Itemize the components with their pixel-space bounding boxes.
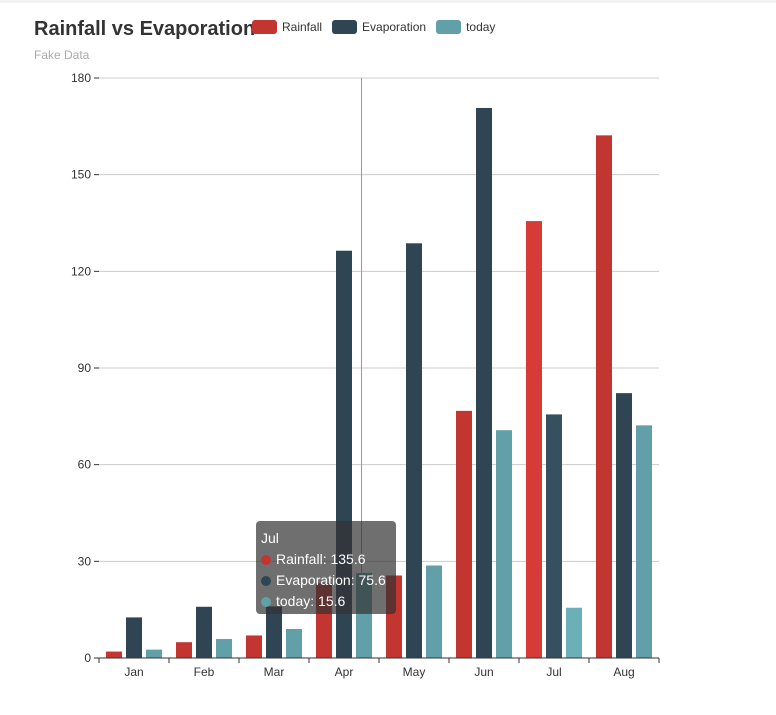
y-tick-label: 0 xyxy=(84,651,91,665)
legend-item-today[interactable]: today xyxy=(436,20,495,34)
bar-today-jul xyxy=(566,607,582,658)
tooltip-row-evaporation: Evaporation: 75.6 xyxy=(261,570,391,591)
chart-subtitle: Fake Data xyxy=(34,48,90,62)
tooltip-dot-evaporation xyxy=(261,575,271,586)
x-tick-label: Mar xyxy=(264,665,285,679)
legend-item-evaporation[interactable]: Evaporation xyxy=(332,20,426,34)
x-tick-label: Apr xyxy=(335,665,354,679)
tooltip-row-rainfall: Rainfall: 135.6 xyxy=(261,549,391,570)
y-tick-label: 60 xyxy=(78,458,92,472)
x-tick-label: Jun xyxy=(474,665,493,679)
y-tick-label: 90 xyxy=(78,361,92,375)
bar-evaporation-aug xyxy=(616,393,632,658)
legend-item-rainfall[interactable]: Rainfall xyxy=(252,20,322,34)
bar-evaporation-may xyxy=(406,243,422,659)
bar-rainfall-jul xyxy=(526,221,542,659)
bar-rainfall-aug xyxy=(596,135,612,658)
y-tick-label: 150 xyxy=(71,168,91,182)
y-tick-label: 30 xyxy=(78,554,92,568)
tooltip-title: Jul xyxy=(261,530,279,546)
legend-swatch-today xyxy=(436,20,462,34)
bar-today-feb xyxy=(216,638,232,658)
x-tick-label: Aug xyxy=(613,665,634,679)
legend-swatch-evaporation xyxy=(332,20,358,34)
bar-evaporation-jun xyxy=(476,107,492,658)
tooltip-row-today: today: 15.6 xyxy=(261,591,391,612)
top-border xyxy=(0,0,776,3)
legend-label-evaporation: Evaporation xyxy=(362,20,427,34)
tooltip-text-evaporation: Evaporation: 75.6 xyxy=(276,572,386,588)
y-tick-label: 180 xyxy=(71,71,91,85)
bar-today-mar xyxy=(286,629,302,658)
bar-today-jun xyxy=(496,430,512,658)
bar-today-aug xyxy=(636,425,652,658)
bar-evaporation-jul xyxy=(546,414,562,658)
bar-rainfall-mar xyxy=(246,635,262,658)
bar-evaporation-mar xyxy=(266,606,282,658)
bar-rainfall-feb xyxy=(176,642,192,658)
legend: Rainfall Evaporation today xyxy=(252,20,505,34)
tooltip: Jul Rainfall: 135.6 Evaporation: 75.6 to… xyxy=(256,521,396,614)
bar-today-jan xyxy=(146,649,162,658)
x-tick-label: Jul xyxy=(546,665,561,679)
tooltip-text-rainfall: Rainfall: 135.6 xyxy=(276,551,366,567)
x-tick-label: May xyxy=(403,665,426,679)
tooltip-dot-today xyxy=(261,596,271,607)
x-tick-label: Feb xyxy=(194,665,215,679)
tooltip-text-today: today: 15.6 xyxy=(276,593,346,609)
legend-swatch-rainfall xyxy=(252,20,277,34)
bar-today-may xyxy=(426,565,442,658)
legend-label-rainfall: Rainfall xyxy=(282,20,323,34)
legend-label-today: today xyxy=(466,20,496,34)
bar-rainfall-jan xyxy=(106,651,122,658)
x-tick-label: Jan xyxy=(124,665,143,679)
chart-title: Rainfall vs Evaporation xyxy=(34,18,256,40)
y-tick-label: 120 xyxy=(71,264,91,278)
bar-evaporation-jan xyxy=(126,617,142,658)
tooltip-dot-rainfall xyxy=(261,554,271,565)
bar-evaporation-feb xyxy=(196,606,212,658)
bar-rainfall-jun xyxy=(456,410,472,658)
